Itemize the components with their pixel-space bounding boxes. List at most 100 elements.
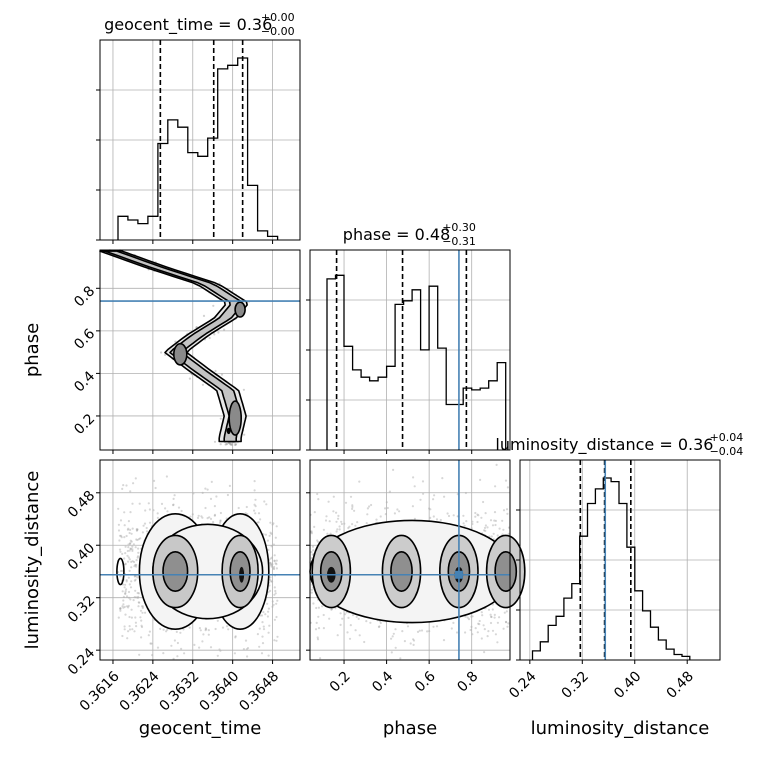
sample-point — [351, 504, 354, 507]
sample-point — [153, 479, 156, 482]
sample-point — [273, 639, 276, 642]
sample-point — [273, 618, 276, 621]
sample-point — [123, 605, 126, 609]
sample-point — [266, 615, 269, 618]
sample-point — [219, 417, 222, 420]
sample-point — [128, 542, 132, 546]
sample-point — [267, 548, 270, 552]
contour-peak — [173, 342, 188, 366]
sample-point — [264, 533, 267, 536]
sample-point — [330, 608, 333, 611]
sample-point — [411, 505, 414, 508]
sample-point — [225, 443, 228, 446]
sample-point — [429, 508, 432, 511]
sample-point — [136, 555, 140, 558]
sample-point — [234, 443, 238, 446]
sample-point — [346, 631, 349, 634]
sample-point — [127, 527, 130, 530]
sample-point — [335, 511, 338, 514]
sample-point — [119, 607, 122, 610]
sample-point — [463, 524, 466, 527]
sample-point — [325, 515, 328, 518]
sample-point — [495, 463, 498, 466]
sample-point — [188, 626, 191, 629]
sample-point — [507, 532, 510, 535]
sample-point — [365, 522, 368, 525]
sample-point — [388, 490, 391, 493]
sample-point — [128, 549, 131, 552]
sample-point — [313, 525, 316, 529]
sample-point — [484, 529, 487, 533]
sample-point — [245, 648, 248, 651]
sample-point — [206, 517, 209, 520]
sample-point — [119, 575, 122, 578]
sample-point — [483, 628, 486, 631]
sample-point — [356, 521, 359, 524]
sample-point — [126, 637, 129, 640]
sample-point — [319, 657, 322, 660]
y-tick-label: 0.6 — [71, 326, 98, 353]
sample-point — [132, 482, 135, 485]
sample-point — [136, 591, 139, 595]
sample-point — [339, 612, 342, 615]
sample-point — [177, 506, 181, 509]
sample-point — [244, 639, 248, 642]
sample-point — [135, 625, 138, 628]
sample-point — [310, 531, 313, 534]
sample-point — [135, 528, 138, 531]
sample-point — [229, 442, 232, 445]
sample-point — [160, 502, 164, 505]
sample-point — [260, 652, 264, 655]
sample-point — [262, 625, 265, 628]
sample-point — [219, 443, 222, 446]
sample-point — [193, 643, 196, 647]
sample-point — [117, 616, 120, 619]
x-tick-label: 0.6 — [412, 668, 439, 695]
sample-point — [234, 636, 237, 639]
sample-point — [412, 643, 415, 647]
sample-point — [121, 605, 124, 608]
sample-point — [123, 557, 126, 560]
sample-point — [421, 480, 425, 483]
sample-point — [150, 642, 153, 645]
sample-point — [126, 554, 129, 557]
sample-point — [484, 524, 487, 527]
sample-point — [209, 497, 213, 500]
sample-point — [130, 566, 133, 569]
sample-point — [455, 631, 459, 634]
sample-point — [442, 639, 446, 642]
sample-point — [274, 562, 277, 565]
title-phase: phase = 0.48+0.30−0.31 — [343, 221, 476, 248]
sample-point — [259, 518, 262, 521]
sample-point — [267, 654, 270, 657]
sample-point — [273, 554, 276, 557]
sample-point — [312, 602, 315, 605]
sample-point — [126, 549, 129, 553]
sample-point — [317, 540, 320, 544]
sample-point — [349, 495, 353, 498]
sample-point — [313, 510, 316, 514]
sample-point — [496, 534, 499, 537]
sample-point — [124, 592, 127, 596]
sample-point — [317, 627, 321, 630]
sample-point — [257, 512, 261, 515]
sample-point — [480, 637, 483, 640]
sample-point — [204, 627, 207, 630]
sample-point — [384, 507, 387, 510]
sample-point — [273, 586, 276, 589]
sample-point — [504, 479, 508, 482]
sample-point — [413, 485, 416, 488]
sample-point — [273, 567, 276, 571]
sample-point — [141, 531, 144, 534]
sample-point — [317, 498, 320, 501]
sample-point — [128, 615, 131, 619]
sample-point — [273, 560, 276, 563]
sample-point — [276, 635, 279, 638]
sample-point — [351, 523, 354, 526]
sample-point — [207, 629, 210, 632]
sample-point — [506, 512, 509, 515]
sample-point — [128, 569, 131, 573]
sample-point — [131, 502, 134, 505]
sample-point — [358, 480, 361, 483]
sample-point — [267, 591, 270, 594]
